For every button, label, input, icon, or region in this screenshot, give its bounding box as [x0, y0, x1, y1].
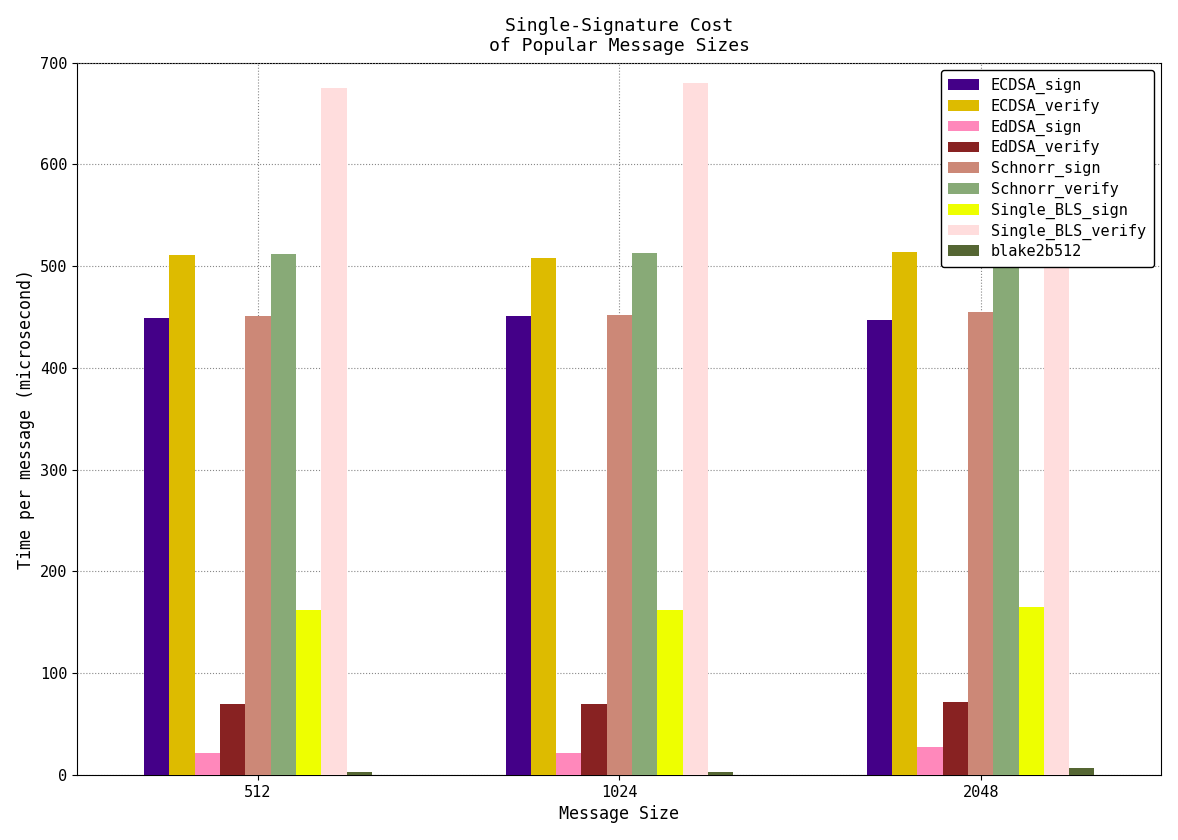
Bar — [968, 312, 993, 775]
Bar — [170, 255, 194, 775]
Bar — [220, 704, 245, 775]
Legend: ECDSA_sign, ECDSA_verify, EdDSA_sign, EdDSA_verify, Schnorr_sign, Schnorr_verify: ECDSA_sign, ECDSA_verify, EdDSA_sign, Ed… — [940, 71, 1153, 267]
Bar — [582, 704, 607, 775]
X-axis label: Message Size: Message Size — [560, 806, 680, 823]
Bar — [271, 254, 296, 775]
Bar — [556, 753, 582, 775]
Bar — [1019, 607, 1044, 775]
Bar — [505, 316, 531, 775]
Bar — [1044, 85, 1070, 775]
Bar — [194, 753, 220, 775]
Bar — [657, 610, 682, 775]
Bar — [607, 315, 631, 775]
Bar — [631, 253, 657, 775]
Y-axis label: Time per message (microsecond): Time per message (microsecond) — [16, 269, 34, 569]
Title: Single-Signature Cost
of Popular Message Sizes: Single-Signature Cost of Popular Message… — [489, 17, 750, 55]
Bar — [531, 258, 556, 775]
Bar — [296, 610, 322, 775]
Bar — [708, 772, 733, 775]
Bar — [918, 747, 942, 775]
Bar — [1070, 768, 1094, 775]
Bar — [867, 320, 892, 775]
Bar — [993, 248, 1019, 775]
Bar — [942, 701, 968, 775]
Bar — [346, 772, 372, 775]
Bar — [245, 316, 271, 775]
Bar — [144, 318, 170, 775]
Bar — [682, 83, 708, 775]
Bar — [892, 252, 918, 775]
Bar — [322, 88, 346, 775]
